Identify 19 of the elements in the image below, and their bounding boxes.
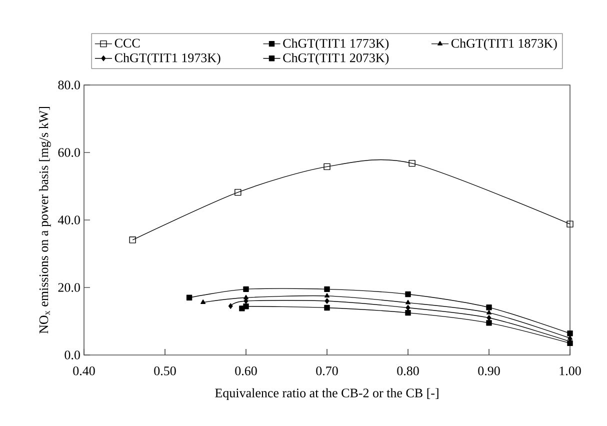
x-tick-label: 0.40 — [73, 366, 95, 376]
y-tick-label: 20.0 — [58, 283, 80, 292]
y-tick-label: 60.0 — [58, 148, 80, 157]
legend-label: ChGT(TIT1 1773K) — [283, 38, 389, 50]
x-tick-label: 0.90 — [478, 366, 500, 376]
legend-label: ChGT(TIT1 1973K) — [114, 53, 220, 65]
x-axis-title: Equivalence ratio at the CB-2 or the CB [-] — [215, 388, 438, 400]
y-tick-label: 40.0 — [58, 216, 80, 224]
y-tick-label: 0.0 — [64, 350, 80, 360]
legend-label: ChGT(TIT1 1873K) — [451, 38, 557, 50]
x-tick-label: 1.00 — [560, 366, 581, 376]
x-tick-label: 0.60 — [235, 366, 257, 376]
y-tick-label: 80.0 — [58, 80, 80, 90]
legend-label: CCC — [114, 38, 140, 48]
x-tick-label: 0.80 — [397, 366, 419, 376]
legend-label: ChGT(TIT1 2073K) — [283, 53, 389, 65]
x-tick-label: 0.70 — [316, 366, 338, 376]
x-tick-label: 0.50 — [154, 366, 176, 376]
y-axis-title: NO$_{x}$ emissions on a power basis [mg/s kW] — [39, 107, 51, 334]
